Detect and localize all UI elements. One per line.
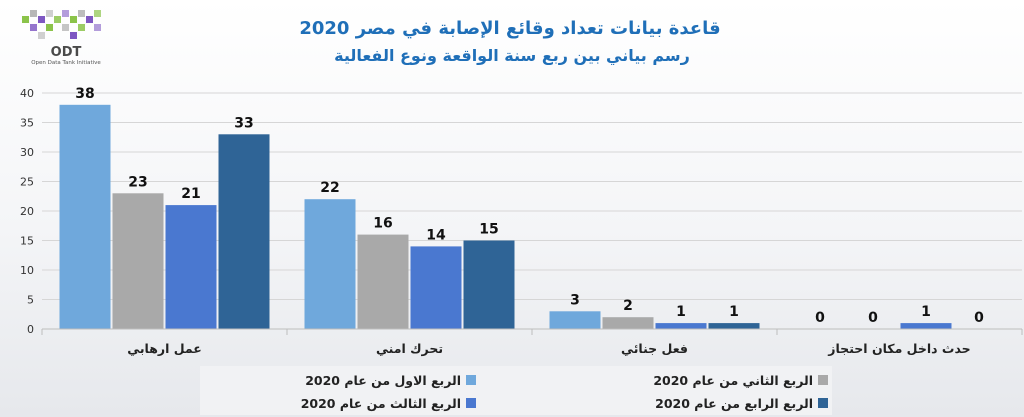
legend: الربع الاول من عام 2020 الربع الثاني من ع… (301, 373, 828, 412)
data-label: 1 (676, 304, 686, 320)
y-tick-label: 35 (20, 117, 34, 130)
legend-label: الربع الاول من عام 2020 (305, 373, 461, 389)
bar (549, 311, 601, 329)
bar (708, 323, 760, 329)
data-label: 23 (128, 174, 147, 190)
chart-subtitle: رسم بياني بين ربع سنة الواقعة ونوع الفعا… (334, 46, 690, 66)
category-label: فعل جنائي (621, 341, 688, 356)
data-label: 3 (570, 292, 580, 308)
category-label: تحرك امني (376, 341, 443, 356)
bar (602, 317, 654, 329)
data-label: 14 (426, 227, 446, 243)
category-labels: عمل ارهابي تحرك امني فعل جنائي حدث داخل مكا… (127, 341, 971, 356)
bar (59, 104, 111, 329)
logo-cubes-icon (22, 10, 101, 39)
chart-title: قاعدة بيانات تعداد وقائع الإصابة في مصر … (299, 18, 720, 39)
data-label: 38 (75, 86, 94, 102)
bar (655, 323, 707, 329)
legend-swatch (466, 375, 476, 385)
y-axis-ticks: 0 5 10 15 20 25 30 35 40 (20, 87, 34, 336)
data-label: 0 (974, 310, 984, 326)
bar (218, 134, 270, 329)
category-label: عمل ارهابي (127, 341, 202, 356)
bar (357, 234, 409, 329)
y-tick-label: 30 (20, 146, 34, 159)
y-tick-label: 20 (20, 205, 34, 218)
data-label: 2 (623, 298, 633, 314)
y-tick-label: 5 (27, 294, 34, 307)
odt-logo: ODT Open Data Tank Initiative (22, 10, 101, 66)
bars (59, 104, 952, 329)
legend-swatch (818, 398, 828, 408)
bar (165, 205, 217, 329)
category-label: حدث داخل مكان احتجاز (827, 341, 970, 356)
data-label: 22 (320, 180, 339, 196)
bar (463, 240, 515, 329)
y-tick-label: 25 (20, 176, 34, 189)
bar (410, 246, 462, 329)
y-tick-label: 0 (27, 323, 34, 336)
data-label: 15 (479, 222, 498, 238)
data-label: 21 (181, 186, 200, 202)
y-tick-label: 40 (20, 87, 34, 100)
y-tick-label: 15 (20, 235, 34, 248)
logo-tagline: Open Data Tank Initiative (31, 60, 101, 66)
bar (112, 193, 164, 329)
logo-name: ODT (51, 45, 82, 60)
x-axis (41, 328, 1023, 335)
legend-label: الربع الرابع من عام 2020 (655, 396, 813, 412)
data-label: 1 (729, 304, 739, 320)
data-label: 1 (921, 304, 931, 320)
data-label: 16 (373, 216, 392, 232)
legend-swatch (818, 375, 828, 385)
data-label: 0 (868, 310, 878, 326)
legend-label: الربع الثاني من عام 2020 (653, 373, 813, 389)
data-label: 33 (234, 115, 253, 131)
legend-box (200, 366, 832, 415)
y-tick-label: 10 (20, 264, 34, 277)
data-label: 0 (815, 310, 825, 326)
legend-label: الربع الثالث من عام 2020 (301, 396, 461, 412)
bar (900, 323, 952, 329)
legend-swatch (466, 398, 476, 408)
bar (304, 199, 356, 329)
